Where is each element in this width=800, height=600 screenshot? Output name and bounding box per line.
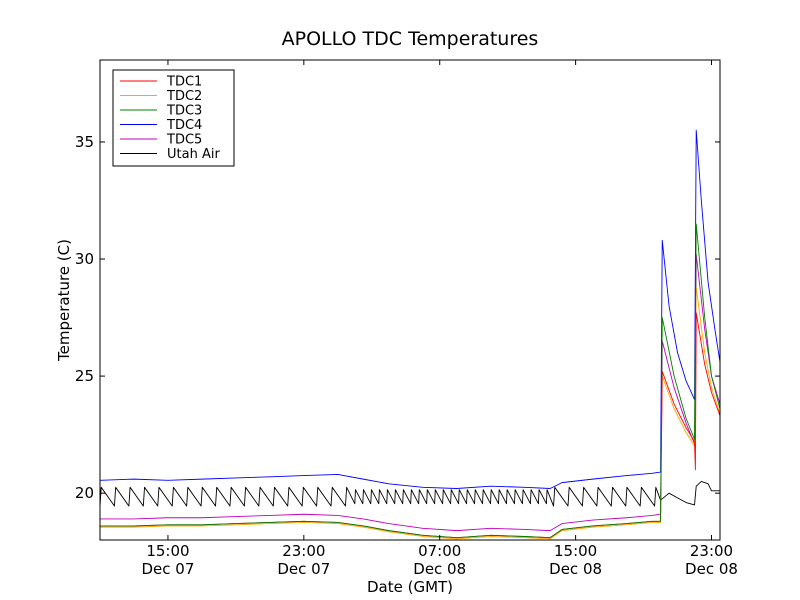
series-line-tdc5 — [100, 253, 720, 532]
x-tick-label-date: Dec 08 — [549, 560, 602, 578]
y-tick-label: 30 — [75, 250, 94, 268]
y-tick-label: 20 — [75, 484, 94, 502]
x-tick-label-date: Dec 08 — [685, 560, 738, 578]
legend-label: TDC4 — [166, 118, 202, 133]
y-axis-label: Temperature (C) — [55, 239, 73, 362]
plot-frame — [99, 59, 721, 541]
x-tick-label-time: 23:00 — [690, 542, 733, 560]
chart-title: APOLLO TDC Temperatures — [282, 28, 539, 50]
series-line-tdc2 — [100, 286, 720, 540]
x-tick-label-time: 07:00 — [418, 542, 461, 560]
x-tick-label-date: Dec 07 — [141, 560, 194, 578]
x-tick-label-date: Dec 08 — [413, 560, 466, 578]
x-tick-label-time: 15:00 — [554, 542, 597, 560]
series-line-utah-air — [100, 481, 720, 507]
legend-box — [112, 69, 235, 167]
legend-label: TDC5 — [166, 133, 202, 148]
x-tick-label-time: 15:00 — [146, 542, 189, 560]
y-tick-label: 25 — [75, 367, 94, 385]
legend-label: TDC3 — [166, 104, 202, 119]
x-tick-label-time: 23:00 — [282, 542, 325, 560]
x-tick-label-date: Dec 07 — [277, 560, 330, 578]
y-tick-label: 35 — [75, 133, 94, 151]
legend-label: TDC2 — [166, 89, 202, 104]
series-line-tdc3 — [100, 223, 720, 539]
legend-label: TDC1 — [166, 75, 202, 90]
legend-label: Utah Air — [167, 147, 220, 162]
x-axis-label: Date (GMT) — [367, 578, 453, 596]
series-layer — [100, 129, 720, 540]
